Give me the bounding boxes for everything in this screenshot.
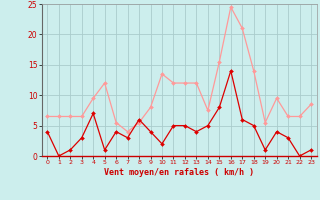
X-axis label: Vent moyen/en rafales ( km/h ): Vent moyen/en rafales ( km/h ) [104,168,254,177]
